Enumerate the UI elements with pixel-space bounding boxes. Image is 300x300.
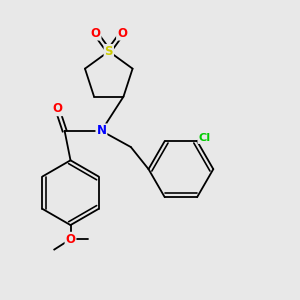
- Text: Cl: Cl: [198, 133, 211, 143]
- Text: N: N: [96, 124, 106, 137]
- Text: S: S: [104, 45, 113, 58]
- Text: O: O: [91, 27, 100, 40]
- Text: O: O: [117, 27, 127, 40]
- Text: O: O: [52, 102, 62, 115]
- Text: O: O: [65, 233, 76, 246]
